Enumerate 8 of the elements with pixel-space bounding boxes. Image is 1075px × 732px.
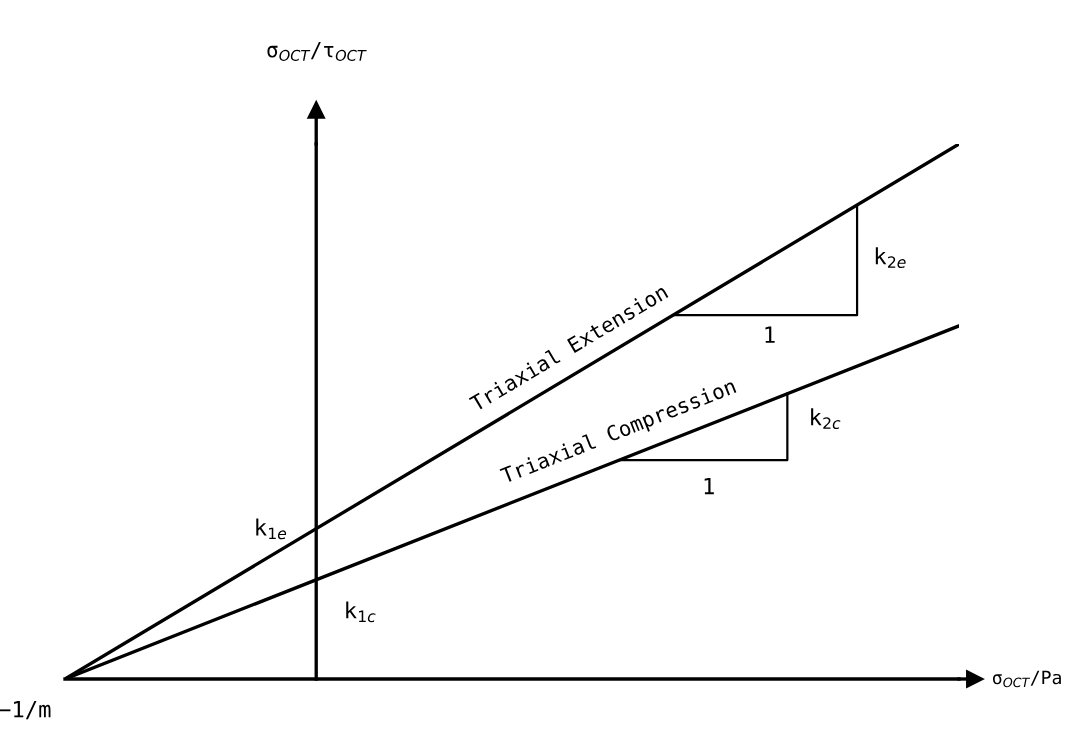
- x-axis-title: σ$_{OCT}$/Pa: [992, 670, 1061, 688]
- annotation: k$_{2e}$: [875, 247, 906, 269]
- annotation: k$_{1e}$: [256, 518, 287, 540]
- annotation: 1: [765, 326, 775, 343]
- annotation: k$_{2c}$: [811, 408, 841, 430]
- y-axis-title: σ$_{OCT}$/τ$_{OCT}$: [267, 42, 367, 61]
- annotation: 1: [704, 477, 714, 495]
- annotation: k$_{1c}$: [346, 601, 376, 623]
